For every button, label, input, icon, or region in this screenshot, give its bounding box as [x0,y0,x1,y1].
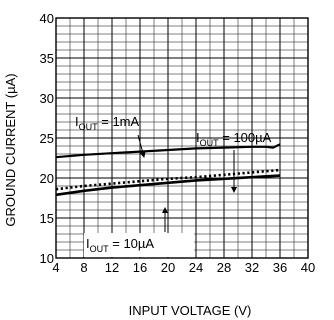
plot-frame [55,17,309,259]
annotation-100ua-label: IOUT = 100µA [196,130,272,148]
annotation-10ua: IOUT = 10µA [84,207,194,257]
annotation-1ma: IOUT = 1mA [75,114,146,158]
x-tick-label: 32 [245,260,259,275]
tick-labels: 4 8 12 16 20 24 28 32 36 40 10 15 20 25 30 35 40 [40,11,316,275]
grid [55,17,309,259]
x-tick-label: 4 [52,260,59,275]
annotation-100ua: IOUT = 100µA [196,130,272,193]
x-tick-label: 40 [301,260,315,275]
series-layer [55,143,281,197]
x-tick-label: 20 [161,260,175,275]
annotation-1ma-label: IOUT = 1mA [75,114,139,132]
y-tick-label: 35 [40,51,54,66]
x-axis-title: INPUT VOLTAGE (V) [129,303,252,318]
x-tick-label: 16 [133,260,147,275]
x-tick-label: 28 [217,260,231,275]
y-tick-label: 25 [40,131,54,146]
y-tick-label: 30 [40,91,54,106]
y-tick-label: 15 [40,211,54,226]
x-tick-label: 12 [105,260,119,275]
y-tick-label: 20 [40,171,54,186]
x-tick-label: 24 [189,260,203,275]
annotation-1ma-arrow [137,134,146,158]
series-line-2 [55,174,281,197]
series-line-1 [55,168,281,191]
y-axis-title: GROUND CURRENT (µA) [3,73,18,226]
series-line-0 [55,143,281,159]
y-tick-label: 40 [40,11,54,26]
x-tick-label: 36 [273,260,287,275]
y-tick-label: 10 [40,251,54,266]
annotation-10ua-background [84,233,194,257]
x-tick-label: 8 [80,260,87,275]
annotation-10ua-label: IOUT = 10µA [86,236,154,254]
